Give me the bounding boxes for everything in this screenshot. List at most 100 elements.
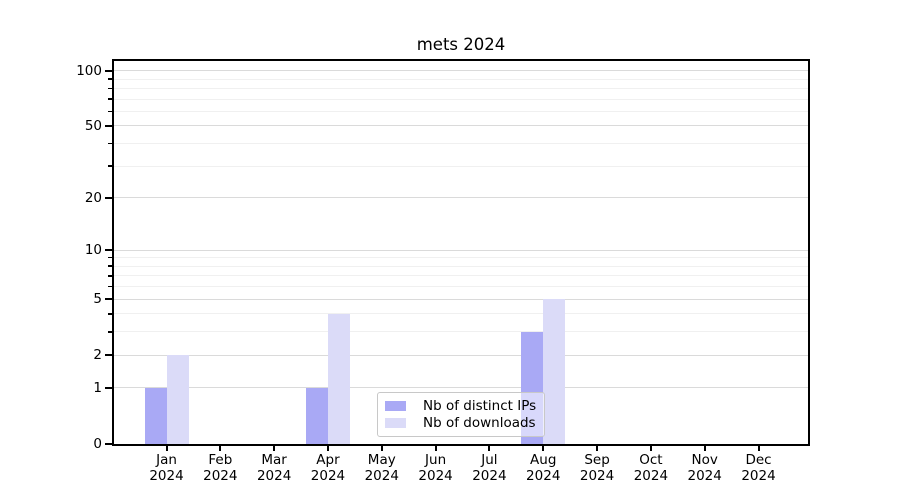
ytick-label-5: 5 <box>93 291 102 308</box>
bar-distinct-ips-apr <box>305 387 328 444</box>
legend-swatch-downloads <box>385 418 406 429</box>
minor-gridline-8 <box>113 265 809 267</box>
minor-gridline-4 <box>113 313 809 315</box>
bar-distinct-ips-jan <box>144 387 167 444</box>
xtick-year-text: 2024 <box>310 467 346 484</box>
ytick-minor-4 <box>108 313 112 315</box>
minor-gridline-70 <box>113 98 809 100</box>
xtick-month-text: Feb <box>208 452 233 468</box>
ytick-100 <box>105 69 112 72</box>
ytick-minor-40 <box>108 142 112 145</box>
ytick-minor-90 <box>108 78 112 80</box>
xtick-jul <box>488 446 491 451</box>
legend-label-downloads: Nb of downloads <box>423 415 536 432</box>
ytick-minor-8 <box>108 265 112 267</box>
ytick-minor-80 <box>108 87 112 90</box>
xtick-month-text: May <box>367 452 396 468</box>
x-axis-line <box>112 444 810 446</box>
xtick-month-text: Aug <box>530 452 557 468</box>
minor-gridline-80 <box>113 87 809 89</box>
bar-downloads-aug <box>543 299 566 444</box>
ytick-10 <box>105 249 112 251</box>
legend-item-distinct-ips: Nb of distinct IPs <box>385 397 537 414</box>
ytick-1 <box>105 386 112 389</box>
major-gridline-5 <box>113 298 809 300</box>
ytick-minor-6 <box>108 285 112 288</box>
chart-title: mets 2024 <box>416 35 506 54</box>
xtick-label-jun: Jun 2024 <box>406 452 466 484</box>
xtick-month-text: Jul <box>481 452 498 468</box>
ytick-label-50: 50 <box>84 117 102 134</box>
major-gridline-100 <box>113 70 809 72</box>
ytick-label-100: 100 <box>76 62 102 79</box>
xtick-feb <box>219 446 222 451</box>
xtick-year-text: 2024 <box>526 467 561 484</box>
ytick-label-1: 1 <box>93 379 102 396</box>
xtick-year-text: 2024 <box>579 467 615 484</box>
xtick-year-text: 2024 <box>687 467 722 484</box>
xtick-label-apr: Apr 2024 <box>298 452 358 484</box>
major-gridline-10 <box>113 249 809 251</box>
xtick-year-text: 2024 <box>633 467 669 484</box>
xtick-label-jan: Jan 2024 <box>137 452 197 484</box>
minor-gridline-30 <box>113 165 809 167</box>
xtick-year-text: 2024 <box>364 467 399 484</box>
xtick-year-text: 2024 <box>149 467 184 484</box>
plot-spine-top <box>112 59 810 61</box>
xtick-month-text: Jun <box>425 452 447 468</box>
xtick-label-may: May 2024 <box>352 452 412 484</box>
legend-label-distinct-ips: Nb of distinct IPs <box>423 397 537 414</box>
ytick-minor-7 <box>108 275 112 277</box>
plot-area: Nb of distinct IPs Nb of downloads <box>113 60 809 444</box>
xtick-month-text: Sep <box>584 452 610 468</box>
minor-gridline-6 <box>113 286 809 288</box>
xtick-mar <box>273 446 276 451</box>
ytick-minor-9 <box>108 256 112 259</box>
ytick-minor-60 <box>108 110 112 113</box>
ytick-label-0: 0 <box>93 436 102 452</box>
ytick-minor-70 <box>108 98 112 100</box>
ytick-minor-3 <box>108 331 112 333</box>
ytick-minor-30 <box>108 165 112 167</box>
legend-swatch-distinct-ips <box>385 400 406 411</box>
ytick-label-2: 2 <box>93 347 102 364</box>
xtick-year-text: 2024 <box>418 467 453 484</box>
y-axis-line <box>112 59 114 446</box>
minor-gridline-60 <box>113 110 809 112</box>
ytick-label-10: 10 <box>84 242 102 258</box>
xtick-aug <box>542 446 545 451</box>
ytick-5 <box>105 298 112 301</box>
xtick-month-text: Dec <box>745 452 772 468</box>
ytick-0 <box>105 443 112 445</box>
minor-gridline-40 <box>113 143 809 145</box>
xtick-dec <box>757 446 760 451</box>
xtick-label-dec: Dec 2024 <box>729 452 789 484</box>
xtick-year-text: 2024 <box>472 467 507 484</box>
xtick-label-aug: Aug 2024 <box>513 452 573 484</box>
legend-item-downloads: Nb of downloads <box>385 415 537 432</box>
minor-gridline-9 <box>113 257 809 259</box>
xtick-jun <box>434 446 437 451</box>
xtick-label-feb: Feb 2024 <box>190 452 250 484</box>
xtick-label-sep: Sep 2024 <box>567 452 627 484</box>
minor-gridline-3 <box>113 331 809 333</box>
ytick-20 <box>105 196 112 199</box>
xtick-month-text: Oct <box>639 452 663 468</box>
xtick-oct <box>649 446 652 451</box>
major-gridline-50 <box>113 125 809 127</box>
xtick-year-text: 2024 <box>741 467 776 484</box>
xtick-sep <box>596 446 599 451</box>
minor-gridline-7 <box>113 275 809 277</box>
major-gridline-1 <box>113 387 809 389</box>
xtick-jan <box>165 446 168 451</box>
ytick-label-20: 20 <box>84 189 102 206</box>
xtick-label-nov: Nov 2024 <box>675 452 735 484</box>
xtick-month-text: Apr <box>316 452 340 468</box>
ytick-2 <box>105 354 112 357</box>
bar-downloads-apr <box>327 313 350 444</box>
xtick-label-jul: Jul 2024 <box>459 452 519 484</box>
xtick-month-text: Nov <box>691 452 718 468</box>
major-gridline-20 <box>113 197 809 199</box>
xtick-month-text: Mar <box>261 452 287 468</box>
